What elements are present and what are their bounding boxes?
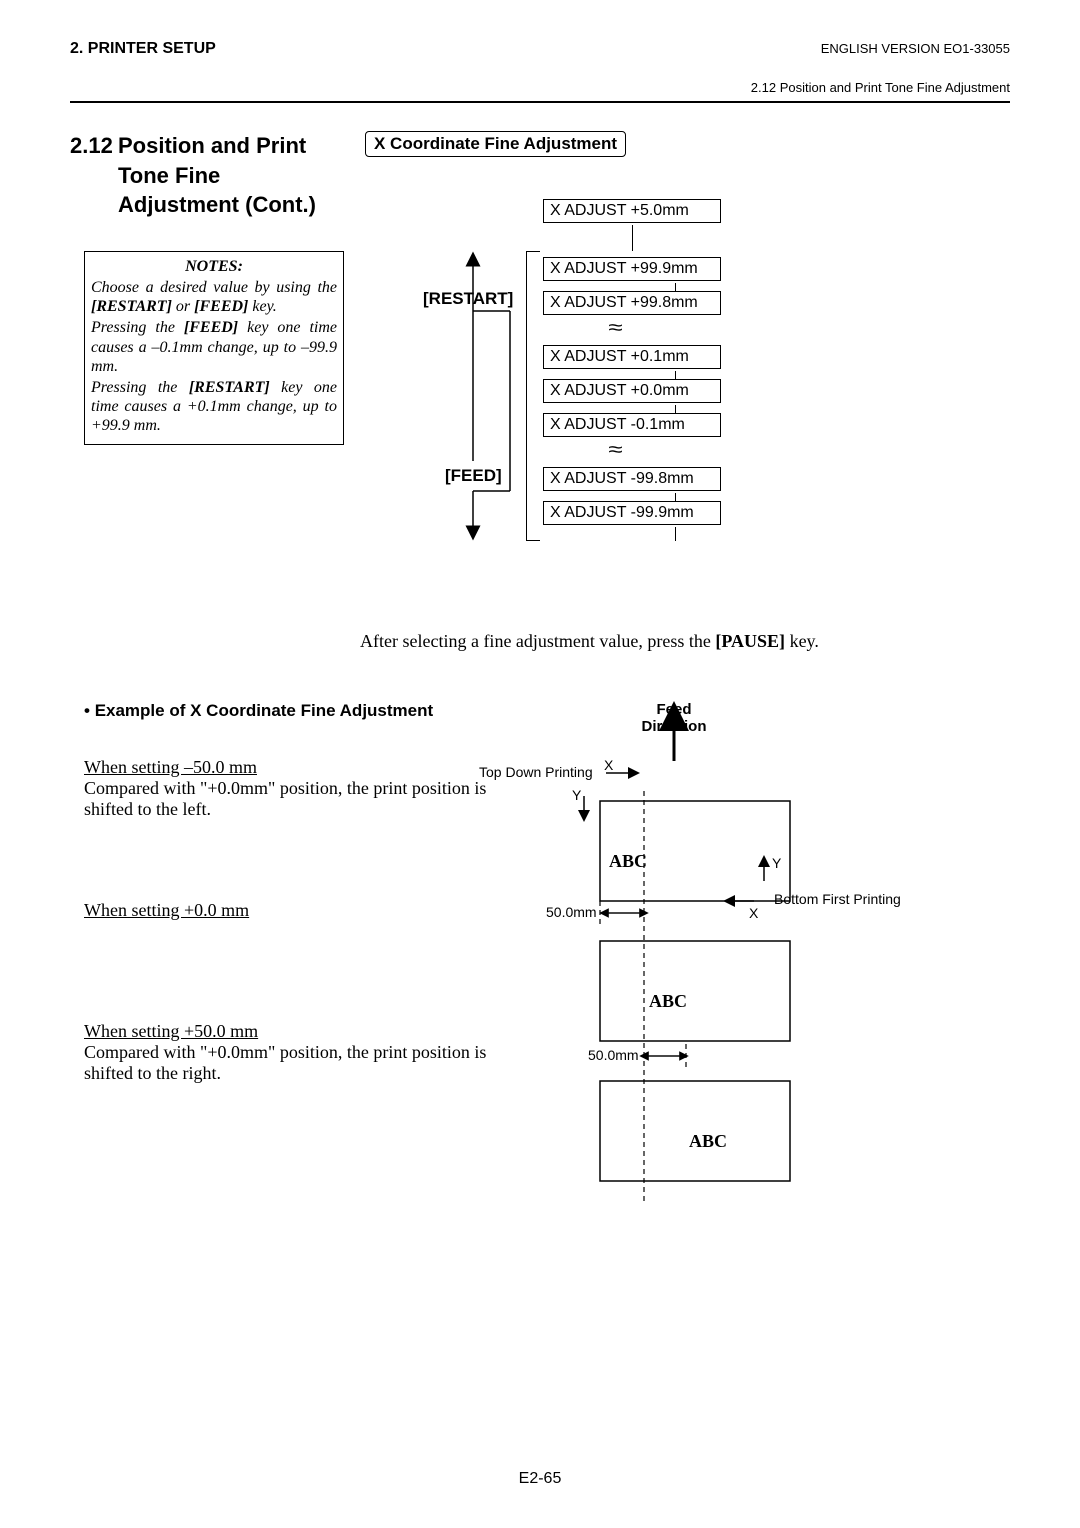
notes-key-restart-2: [RESTART] [189,379,270,396]
top-down-label: Top Down Printing [479,764,593,780]
notes-p1a: Choose a desired value by using the [91,279,337,296]
header-rule [70,101,1010,103]
instr-t3: key. [785,631,819,651]
notes-p3a: Pressing the [91,379,189,396]
y-label-2: Y [772,855,781,871]
bottom-first-label: Bottom First Printing [774,891,901,907]
example-section: • Example of X Coordinate Fine Adjustmen… [84,701,1004,1281]
x-label-1: X [604,757,613,773]
notes-box: NOTES: Choose a desired value by using t… [84,251,344,445]
notes-p1e: key. [248,298,276,315]
x-label-2: X [749,905,758,921]
feed-direction-label: Feed Direction [624,701,724,735]
section-number: 2.12 [70,131,118,161]
section-title-text: Position and Print Tone Fine Adjustment (C… [118,131,348,220]
section-heading: 2.12Position and Print Tone Fine Adjustmen… [70,131,370,220]
abc-1: ABC [609,851,647,872]
notes-key-feed-2: [FEED] [184,319,238,336]
abc-2: ABC [649,991,687,1012]
y-label-1: Y [572,787,581,803]
page-number: E2-65 [0,1470,1080,1488]
notes-p3: Pressing the [RESTART] key one time caus… [91,378,337,436]
notes-p1: Choose a desired value by using the [RES… [91,278,337,316]
title-line-1: Position and Print [118,133,306,158]
instr-t1: After selecting a fine adjustment value,… [360,631,715,651]
header-version: ENGLISH VERSION EO1-33055 [821,41,1010,56]
page-header: 2. PRINTER SETUP ENGLISH VERSION EO1-330… [70,40,1010,58]
notes-title: NOTES: [91,258,337,276]
fifty-label-1: 50.0mm [546,904,597,920]
notes-p2a: Pressing the [91,319,184,336]
notes-key-restart: [RESTART] [91,298,172,315]
example-diagram-svg [84,701,1004,1281]
header-subsection: 2.12 Position and Print Tone Fine Adjust… [70,80,1010,95]
notes-key-feed: [FEED] [194,298,248,315]
instruction: After selecting a fine adjustment value,… [360,631,819,652]
title-line-3: Adjustment (Cont.) [118,192,316,217]
title-box: X Coordinate Fine Adjustment [365,131,626,157]
pause-key: [PAUSE] [715,631,785,651]
header-section: 2. PRINTER SETUP [70,40,216,58]
title-line-2: Tone Fine [118,163,220,188]
notes-p2: Pressing the [FEED] key one time causes … [91,318,337,376]
adjustment-diagram: X ADJUST +5.0mm X ADJUST +99.9mm X ADJUS… [365,191,1005,621]
abc-3: ABC [689,1131,727,1152]
arrow-svg [365,191,1005,621]
notes-p1c: or [172,298,194,315]
fifty-label-2: 50.0mm [588,1047,639,1063]
